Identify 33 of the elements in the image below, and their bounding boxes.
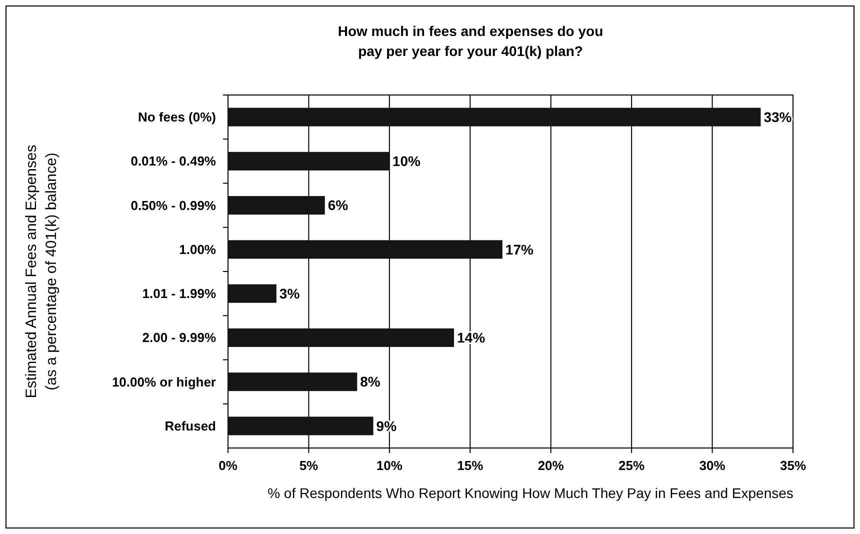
y-tick-label: 0.01% - 0.49% <box>130 154 216 169</box>
y-tick-label: No fees (0%) <box>138 110 216 125</box>
x-tick-label: 25% <box>618 458 646 473</box>
bar <box>228 284 276 303</box>
bar <box>228 240 502 259</box>
x-tick-label: 5% <box>299 458 319 473</box>
data-label: 6% <box>328 197 349 214</box>
x-axis-title: % of Respondents Who Report Knowing How Much They Pay in Fees and Expenses <box>268 485 794 501</box>
bar <box>228 416 374 436</box>
y-tick-label: Refused <box>164 418 216 434</box>
data-label: 10% <box>392 153 421 170</box>
y-axis-title: Estimated Annual Fees and Expenses (as a percentage of 401(k) balance) <box>23 144 60 398</box>
x-tick-label: 0% <box>218 458 238 473</box>
x-tick-label: 20% <box>538 458 564 473</box>
y-tick-label: 1.00% <box>179 242 216 257</box>
y-tick-label: 0.50% - 0.99% <box>130 198 216 213</box>
bar <box>228 196 325 215</box>
chart-title: How much in fees and expenses do you pay per year for your 401(k) plan? <box>338 23 604 59</box>
x-tick-label: 10% <box>376 458 403 473</box>
data-label: 8% <box>360 374 381 390</box>
y-tick-label: 2.00 - 9.99% <box>142 330 216 346</box>
x-tick-label: 30% <box>699 458 726 473</box>
x-tick-label: 15% <box>457 458 484 473</box>
bar <box>228 108 761 126</box>
y-tick-label: 1.01 - 1.99% <box>142 286 216 302</box>
bar <box>228 328 454 347</box>
data-label: 3% <box>279 285 300 302</box>
data-label: 33% <box>764 108 792 125</box>
bar <box>228 372 358 392</box>
data-label: 17% <box>505 241 534 258</box>
x-tick-label: 35% <box>780 458 806 473</box>
y-tick-label: 10.00% or higher <box>112 374 216 390</box>
bar <box>228 152 390 170</box>
